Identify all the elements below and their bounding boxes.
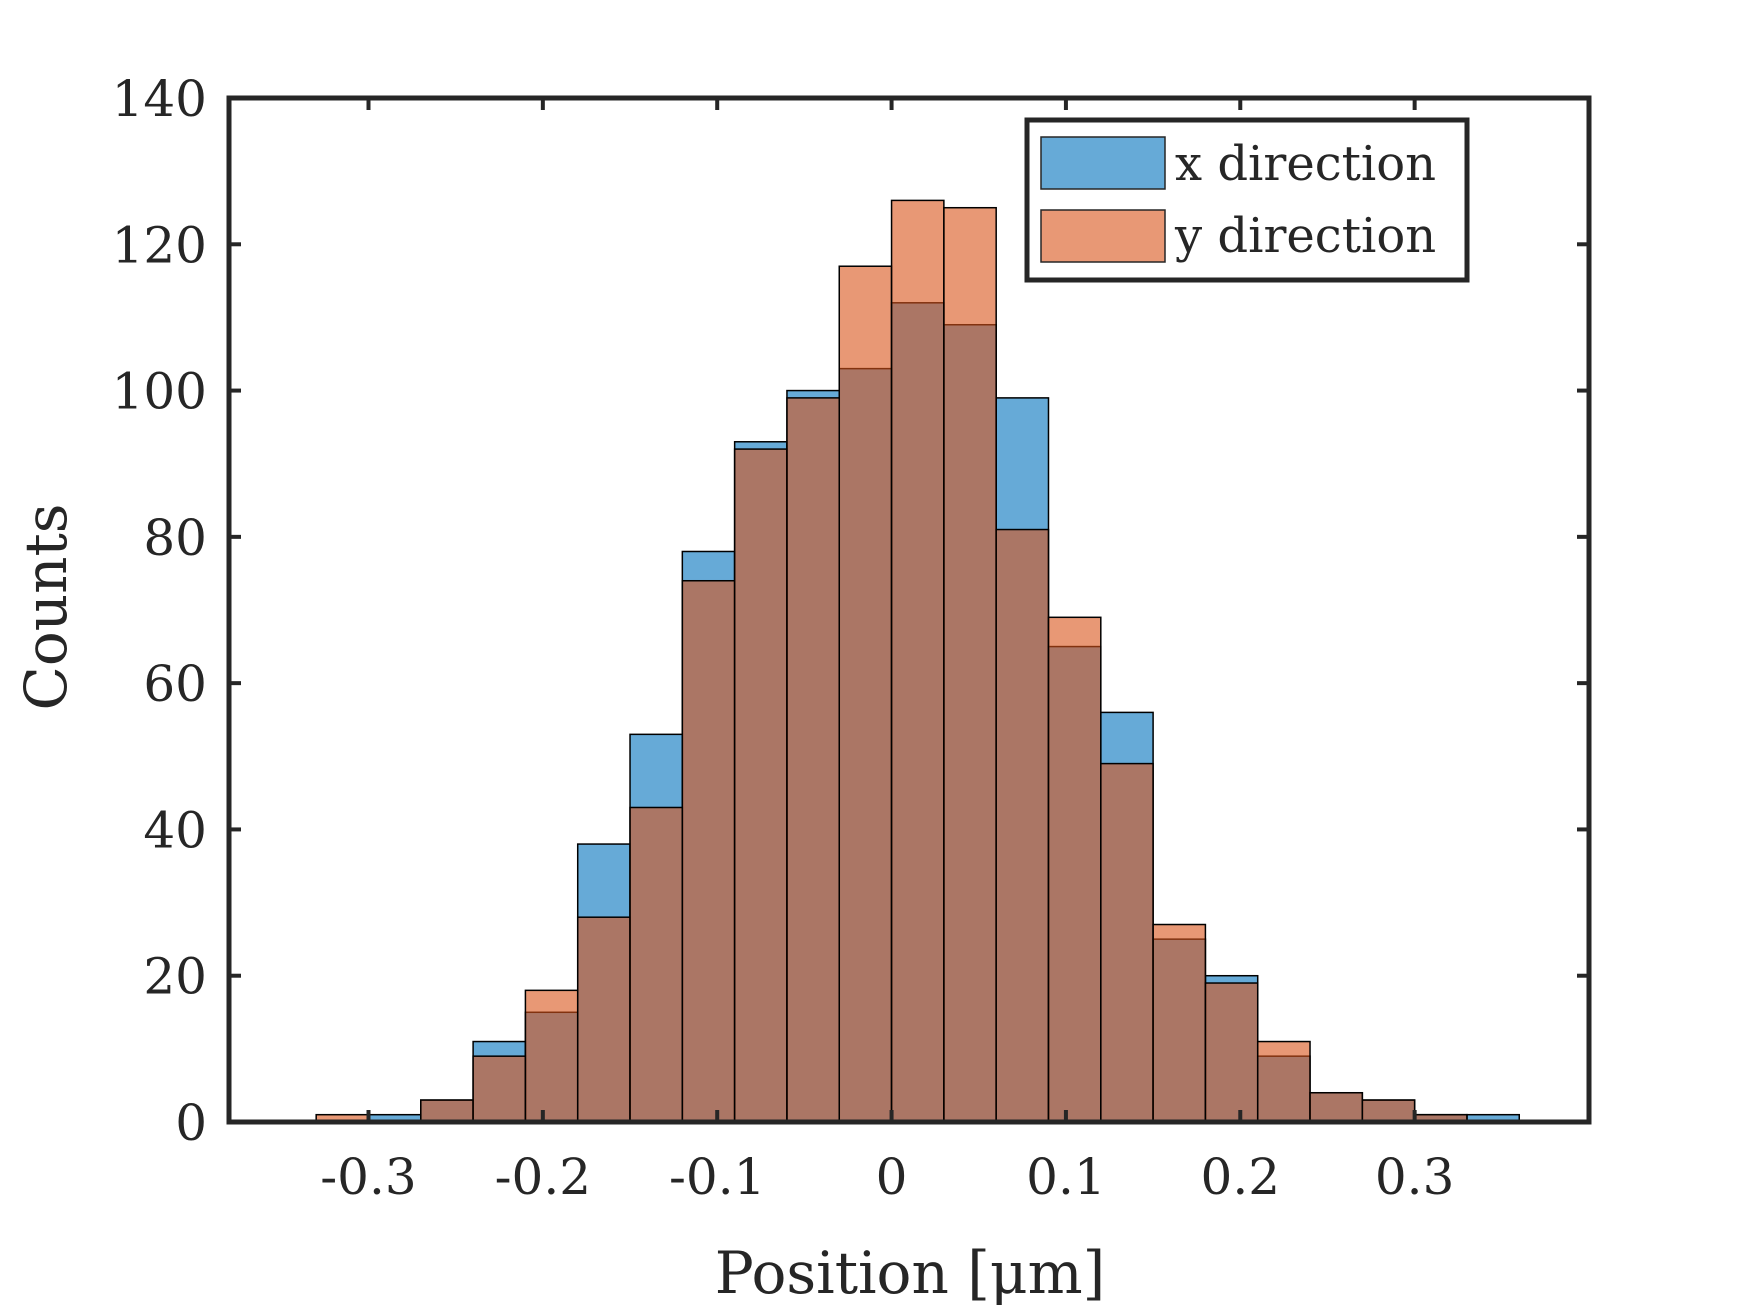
x-tick-label: 0.2 [1201, 1148, 1281, 1206]
bar-y-direction-3 [472, 1055, 527, 1123]
x-axis-label: Position [μm] [715, 1239, 1105, 1307]
legend: x direction y direction [1024, 117, 1470, 283]
bar-y-direction-5 [576, 916, 631, 1123]
bar-y-direction-13 [995, 528, 1050, 1123]
y-axis-label: Counts [12, 503, 80, 710]
bar-y-direction-7 [681, 579, 736, 1123]
legend-label-y-direction: y direction [1174, 208, 1436, 264]
y-tick-label: 60 [143, 655, 207, 713]
legend-swatch-y-direction [1040, 209, 1166, 263]
x-tick-label: 0 [876, 1148, 908, 1206]
bar-y-direction-12 [943, 206, 997, 1123]
axes-layer: -0.3 -0.2 -0.1 0 0.1 0.2 0.3 0 20 40 60 80 100 120 140 [112, 70, 1592, 1206]
legend-swatch-x-direction [1040, 136, 1166, 190]
bar-y-direction-10 [838, 265, 893, 1123]
y-tick-label: 0 [175, 1094, 207, 1152]
bars-layer [315, 199, 1521, 1123]
bar-y-direction-17 [1204, 982, 1259, 1123]
bar-y-direction-16 [1152, 923, 1207, 1123]
bar-y-direction-20 [1361, 1099, 1416, 1123]
y-tick-label: 20 [143, 948, 207, 1006]
x-tick-label: -0.3 [320, 1148, 416, 1206]
y-tick-label: 140 [112, 70, 207, 128]
bar-y-direction-9 [786, 397, 841, 1123]
bar-y-direction-6 [629, 806, 684, 1123]
bar-y-direction-14 [1047, 616, 1102, 1123]
y-tick-label: 100 [112, 363, 207, 421]
y-tick-label: 40 [143, 801, 207, 859]
y-tick-label: 120 [112, 216, 207, 274]
bar-y-direction-11 [890, 199, 945, 1123]
x-tick-label: -0.2 [495, 1148, 591, 1206]
legend-label-x-direction: x direction [1175, 136, 1436, 192]
bar-y-direction-19 [1309, 1091, 1364, 1123]
bar-y-direction-15 [1100, 762, 1154, 1123]
y-tick-label: 80 [143, 509, 207, 567]
bar-y-direction-4 [524, 989, 579, 1123]
x-tick-label: 0.1 [1026, 1148, 1106, 1206]
x-tick-label: -0.1 [669, 1148, 765, 1206]
plot-frame [226, 95, 1592, 1125]
x-tick-label: 0.3 [1375, 1148, 1455, 1206]
bar-y-direction-8 [733, 448, 788, 1123]
bar-y-direction-18 [1256, 1040, 1311, 1123]
bar-y-direction-2 [420, 1099, 474, 1123]
